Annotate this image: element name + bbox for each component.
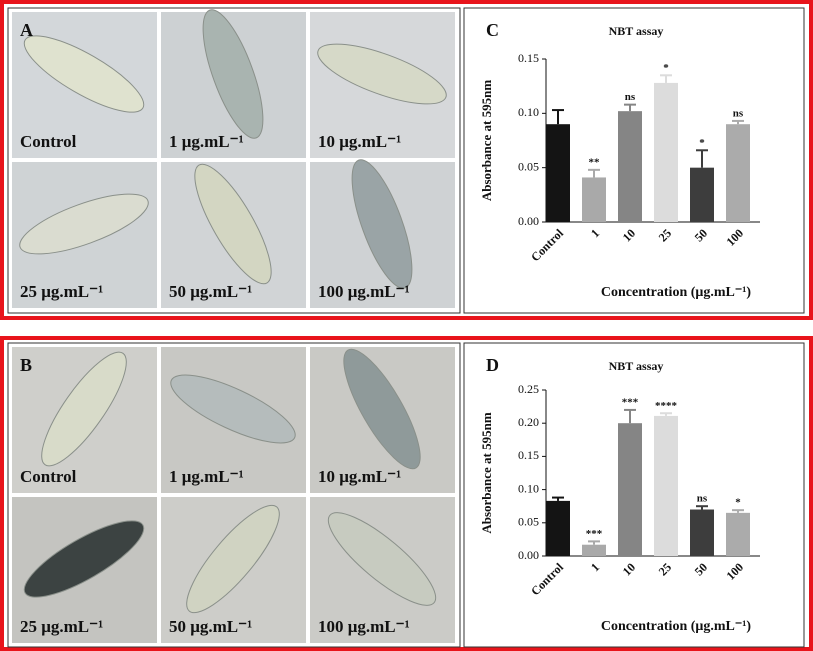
significance: *** [622, 396, 639, 408]
larva [194, 163, 272, 285]
x-axis-label: Concentration (μg.mL⁻¹) [601, 285, 752, 300]
photo-label: 10 μg.mL⁻¹ [318, 132, 401, 151]
photo-label: 1 μg.mL⁻¹ [169, 467, 244, 486]
bar [582, 544, 606, 556]
y-tick-label: 0.00 [518, 548, 539, 562]
bar [618, 423, 642, 556]
y-tick-label: 0.20 [518, 415, 539, 429]
significance: ** [589, 156, 601, 168]
frame-bottom [0, 336, 813, 651]
larva [41, 351, 127, 467]
significance: ns [733, 107, 744, 119]
x-axis-label: Concentration (μg.mL⁻¹) [601, 619, 752, 634]
y-tick-label: 0.05 [518, 515, 539, 529]
larva [19, 193, 149, 255]
photo-label: Control [20, 132, 77, 151]
photo-label: 50 μg.mL⁻¹ [169, 282, 252, 301]
bar [546, 124, 570, 222]
significance: * [735, 497, 741, 509]
bar [618, 111, 642, 222]
photo-panel [7, 7, 461, 314]
larva [202, 9, 264, 139]
significance: ns [697, 493, 708, 505]
larva [23, 35, 145, 113]
photo-label: Control [20, 467, 77, 486]
significance: * [699, 137, 705, 149]
significance: **** [655, 400, 678, 412]
bar [654, 82, 678, 222]
photo-label: 100 μg.mL⁻¹ [318, 617, 410, 636]
bar [654, 415, 678, 556]
bar [690, 509, 714, 556]
y-axis-label: Absorbance at 595nm [479, 412, 494, 534]
chart-title: NBT assay [609, 359, 664, 373]
y-tick-label: 0.15 [518, 448, 539, 462]
bar [582, 177, 606, 222]
larva [327, 512, 437, 606]
significance: ns [625, 91, 636, 103]
photo-label: 100 μg.mL⁻¹ [318, 282, 410, 301]
larva [23, 520, 145, 598]
y-tick-label: 0.25 [518, 382, 539, 396]
y-tick-label: 0.05 [518, 159, 539, 173]
photo-label: 10 μg.mL⁻¹ [318, 467, 401, 486]
larva [343, 348, 421, 470]
chart-title: NBT assay [609, 24, 664, 38]
y-tick-label: 0.10 [518, 105, 539, 119]
panel-letter: B [20, 355, 32, 375]
panel-letter: C [486, 20, 499, 40]
panel-letter: D [486, 355, 499, 375]
photo-label: 50 μg.mL⁻¹ [169, 617, 252, 636]
y-tick-label: 0.10 [518, 481, 539, 495]
frame-top [0, 0, 813, 320]
y-tick-label: 0.00 [518, 214, 539, 228]
bar [546, 500, 570, 556]
photo-panel [7, 342, 461, 648]
larva [317, 43, 447, 105]
bar [726, 124, 750, 222]
photo-label: 1 μg.mL⁻¹ [169, 132, 244, 151]
larva [186, 504, 280, 614]
photo-label: 25 μg.mL⁻¹ [20, 617, 103, 636]
significance: *** [586, 528, 603, 540]
bar [726, 512, 750, 556]
y-axis-label: Absorbance at 595nm [479, 80, 494, 202]
y-tick-label: 0.15 [518, 51, 539, 65]
photo-label: 25 μg.mL⁻¹ [20, 282, 103, 301]
significance: * [663, 62, 669, 74]
larva [170, 374, 296, 444]
bar [690, 167, 714, 222]
panel-letter: A [20, 20, 33, 40]
larva [351, 159, 413, 289]
